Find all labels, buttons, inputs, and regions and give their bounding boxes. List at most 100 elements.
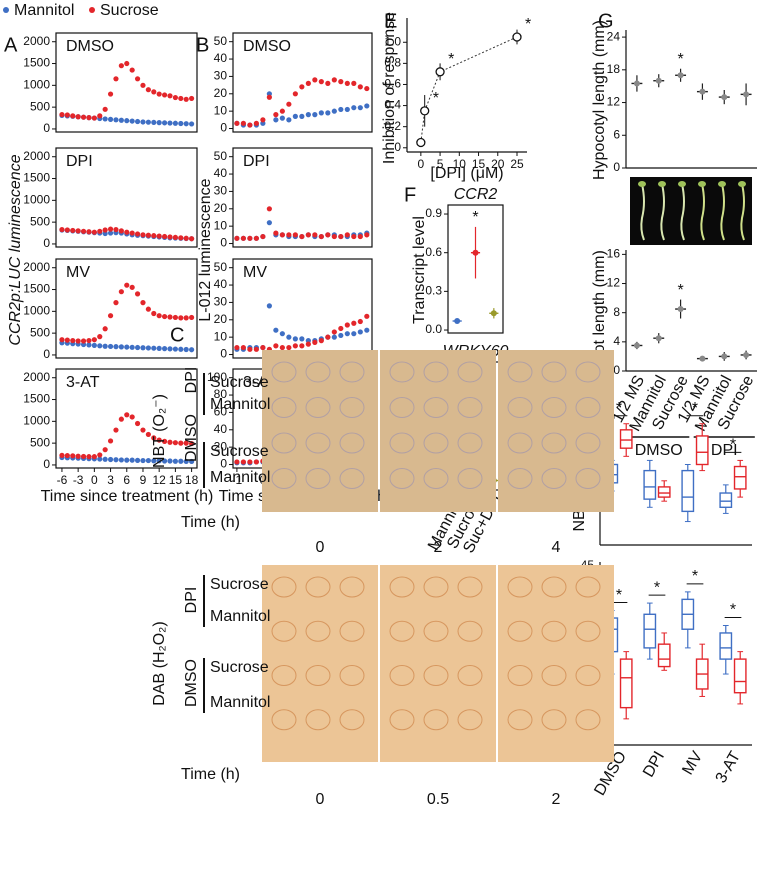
seedling-leaf	[389, 432, 415, 454]
data-point	[91, 337, 97, 343]
y-tick-label: 10	[214, 329, 228, 343]
data-point	[253, 120, 259, 126]
plot-frame	[55, 147, 198, 248]
data-point	[97, 456, 103, 462]
y-tick-label: 2000	[23, 370, 50, 384]
y-tick-label: 4	[613, 334, 620, 348]
data-point	[318, 338, 324, 344]
data-point	[178, 120, 184, 127]
data-point	[140, 119, 146, 125]
box	[695, 435, 709, 466]
data-point	[70, 337, 76, 344]
data-point	[102, 447, 108, 453]
seedling-leaf	[271, 397, 297, 418]
data-point	[64, 452, 70, 459]
data-point	[172, 94, 178, 101]
data-point	[167, 439, 173, 445]
data-point	[253, 235, 259, 241]
data-point	[134, 118, 141, 125]
y-tick-label: 1500	[23, 392, 50, 406]
data-point	[247, 235, 253, 241]
data-point	[113, 117, 119, 123]
data-point	[140, 345, 146, 351]
annotation: *	[525, 16, 531, 33]
data-point	[70, 227, 76, 234]
y-tick-label: 16	[607, 247, 621, 261]
data-point	[124, 282, 130, 288]
data-point	[299, 343, 305, 349]
data-point	[129, 344, 135, 350]
data-point	[156, 458, 162, 464]
data-point	[167, 120, 173, 126]
y-tick-label: 10	[214, 103, 228, 117]
data-point	[292, 91, 298, 97]
cotyledon	[738, 181, 746, 187]
data-point	[331, 334, 337, 340]
x-tick-label: 5	[437, 157, 444, 171]
y-tick-label: 30	[214, 295, 228, 309]
data-point	[472, 249, 479, 256]
seedling-leaf	[339, 361, 365, 383]
seedling-leaf	[457, 665, 483, 686]
seedling-leaf	[423, 468, 449, 489]
group-label: DPI	[183, 587, 200, 614]
data-point	[167, 234, 173, 240]
time-value: 2	[434, 539, 443, 556]
chart-title: MV	[66, 264, 90, 281]
data-point	[134, 231, 141, 237]
data-point	[743, 91, 750, 98]
seedling-leaf	[389, 468, 415, 489]
data-point	[699, 88, 706, 95]
data-point	[318, 233, 324, 240]
data-point	[107, 343, 114, 350]
chart-title: MV	[243, 264, 267, 281]
annotation: *	[677, 51, 683, 68]
row-label: Sucrose	[210, 374, 269, 391]
data-point	[107, 456, 114, 463]
data-point	[107, 230, 114, 236]
seedling-leaf	[457, 432, 483, 454]
data-point	[266, 206, 272, 212]
x-tick-label: 20	[491, 157, 505, 171]
data-point	[156, 345, 162, 352]
plot-frame	[55, 258, 198, 359]
data-point	[286, 334, 292, 340]
chart-title: DPI	[243, 153, 270, 170]
seedling-leaf	[507, 361, 533, 383]
data-point	[299, 113, 305, 119]
seedling-leaf	[339, 576, 365, 598]
cotyledon	[698, 181, 706, 187]
photo	[262, 350, 378, 512]
data-point	[490, 310, 497, 317]
seedling-leaf	[457, 361, 483, 383]
row-label: Mannitol	[210, 608, 270, 625]
data-point	[124, 118, 130, 124]
seedling-leaf	[305, 576, 331, 598]
data-point	[107, 226, 114, 232]
seedling-leaf	[305, 468, 331, 489]
data-point	[188, 121, 195, 127]
seedling-leaf	[457, 709, 483, 731]
data-point	[331, 233, 337, 240]
legend-marker	[89, 7, 95, 13]
data-point	[145, 119, 151, 125]
y-tick-label: 30	[214, 184, 228, 198]
row-label: Mannitol	[210, 469, 270, 486]
data-point	[97, 113, 103, 119]
box	[643, 469, 657, 500]
data-point	[113, 226, 119, 233]
data-point	[161, 458, 168, 464]
legend-marker	[3, 7, 9, 13]
chart-title: 3-AT	[66, 374, 100, 391]
data-point	[183, 458, 189, 465]
seedling-leaf	[423, 576, 449, 598]
box	[619, 658, 633, 709]
data-point	[102, 343, 108, 349]
y-tick-label: 50	[214, 34, 228, 48]
box	[733, 658, 747, 694]
photo-strip	[630, 177, 752, 245]
data-point	[124, 412, 130, 418]
data-point	[151, 458, 157, 464]
y-tick-label: 80	[214, 387, 228, 401]
data-point	[167, 346, 173, 352]
